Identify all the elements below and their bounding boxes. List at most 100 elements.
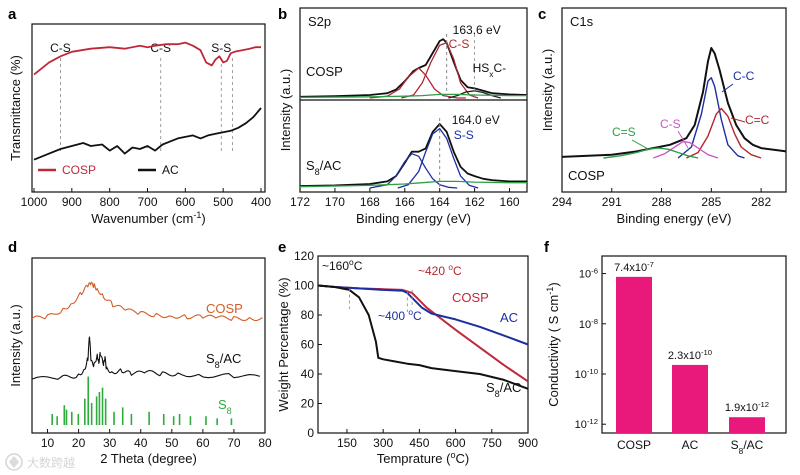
panel-c-sample-label: COSP <box>568 168 605 183</box>
panel-a-xaxis-tick-label: 700 <box>137 195 157 209</box>
panel-c-annotation: C-C <box>733 69 755 83</box>
panel-e-xaxis-tick-label: 300 <box>373 436 393 450</box>
panel-a-xaxis-tick-label: 400 <box>251 195 271 209</box>
panel-b-peak-label: HSxC- <box>473 61 507 79</box>
panel-letter-c: c <box>538 6 546 23</box>
panel-c-series-C=C <box>686 107 762 159</box>
panel-d-series-COSP <box>31 281 263 322</box>
panel-d-series-S8/AC <box>31 336 260 380</box>
panel-e-annotation: ~160oC <box>322 257 363 273</box>
panel-letter-f: f <box>544 239 550 256</box>
panel-f-ylabel-part: -1 <box>545 287 555 295</box>
panel-f-ytick-label: 10-12 <box>575 417 598 432</box>
panel-d-xlabel: 2 Theta (degree) <box>100 451 197 466</box>
panel-f-ytick-label-part: -6 <box>591 266 598 275</box>
panel-c-subtitle: C1s <box>570 14 594 29</box>
panel-c-series-C=S <box>603 147 699 159</box>
panel-d-xaxis-tick-label: 80 <box>258 436 272 450</box>
panel-e-ytick-label: 100 <box>294 279 314 293</box>
panel-a-xaxis-tick-label: 500 <box>213 195 233 209</box>
panel-a-legend-label: COSP <box>62 163 96 177</box>
panel-e-annotation: ~420 oC <box>418 262 462 278</box>
panel-d-series-label-part: /AC <box>220 351 242 366</box>
panel-d-xaxis-tick-label: 60 <box>196 436 210 450</box>
panel-f-value-label: 7.4x10-7 <box>614 259 654 274</box>
panel-c-xaxis-tick-label: 294 <box>552 195 572 209</box>
panel-d-xaxis-tick-label: 50 <box>165 436 179 450</box>
panel-c-annotation: C=C <box>745 113 770 127</box>
panel-d-series-label: S8/AC <box>206 351 241 370</box>
panel-b-xaxis-tick-label: 168 <box>360 195 380 209</box>
panel-c-ylabel: Intensity (a.u.) <box>540 49 555 131</box>
panel-f-category-label-part: S <box>731 438 739 452</box>
panel-f-ytick-label: 10-6 <box>579 266 598 281</box>
panel-e-annotation-part: ~400 <box>378 309 408 323</box>
panel-e-xaxis-tick-label: 750 <box>482 436 502 450</box>
panel-a-annotation: S-S <box>211 41 231 55</box>
panel-a-xlabel-part: -1 <box>193 210 201 220</box>
panel-b-xaxis-tick-label: 166 <box>395 195 415 209</box>
panel-c-series-C-S <box>653 140 719 159</box>
panel-f-ytick-label-part: 10 <box>579 319 591 331</box>
panel-b-xaxis-tick-label: 164 <box>430 195 450 209</box>
panel-b-0-series-baseline <box>299 93 527 99</box>
panel-b-peak-label: 163.6 eV <box>453 23 501 37</box>
panel-e-series-label-part: /AC <box>500 380 522 395</box>
panel-a-series-COSP <box>33 41 261 76</box>
panel-e-annotation-part: o <box>408 307 413 317</box>
panel-f-value-label: 2.3x10-10 <box>668 347 712 362</box>
panel-e-ytick-label: 60 <box>301 338 315 352</box>
panel-d-series-label: COSP <box>206 301 243 316</box>
panel-d-xaxis-tick-label: 40 <box>134 436 148 450</box>
panel-f-category-label: COSP <box>617 438 651 452</box>
panel-a-series-AC <box>33 107 262 161</box>
panel-a-annotation: C-S <box>50 41 71 55</box>
panel-b-sample-label-part: /AC <box>320 158 342 173</box>
panel-f-value-label-part: 7.4x10 <box>614 262 647 274</box>
panel-e-series-label-part: S <box>486 380 495 395</box>
panel-e-ytick-label: 0 <box>307 426 314 440</box>
panel-e-annotation-part: ~420 <box>418 264 448 278</box>
panel-f-category-label: S8/AC <box>731 438 764 456</box>
panel-e-annotation-part: C <box>413 309 422 323</box>
panel-e-series-AC <box>317 284 529 346</box>
panel-e-series-label: AC <box>500 310 518 325</box>
panel-c-xaxis-tick-label: 288 <box>652 195 672 209</box>
panel-c-pointer <box>631 139 651 151</box>
panel-e-series-label-part: 8 <box>495 389 500 399</box>
panel-e-xlabel-part: o <box>450 450 455 460</box>
panel-c-pointer <box>721 83 734 93</box>
panel-f-bar <box>616 276 652 433</box>
panel-b-xlabel: Binding energy (eV) <box>356 211 471 226</box>
panel-b-xaxis-tick-label: 162 <box>465 195 485 209</box>
panel-e-annotation-part: C <box>354 259 363 273</box>
panel-f-value-label-part: 2.3x10 <box>668 350 701 362</box>
panel-e-frame <box>317 255 529 434</box>
panel-e-ylabel: Weight Percentage (%) <box>276 277 291 411</box>
panel-e-ytick-label: 20 <box>301 397 315 411</box>
panel-e-xlabel-part: Temprature ( <box>377 451 451 466</box>
panel-d-xaxis-tick-label: 10 <box>41 436 55 450</box>
panel-b-xaxis-tick-label: 172 <box>290 195 310 209</box>
panel-d-ylabel: Intensity (a.u.) <box>8 304 23 386</box>
panel-e-annotation-part: C <box>453 264 462 278</box>
panel-a-xlabel-part: Wavenumber (cm <box>91 211 193 226</box>
panel-b-0-series-S2p3/2 <box>401 42 479 99</box>
panel-c-xaxis-tick-label: 285 <box>701 195 721 209</box>
panel-f-ytick-label-part: 10 <box>575 369 587 381</box>
panel-c-series-C-C <box>677 76 745 159</box>
panel-c-xaxis-tick-label: 291 <box>602 195 622 209</box>
panel-f-ytick-label-part: 10 <box>579 269 591 281</box>
panel-a-xlabel: Wavenumber (cm-1) <box>91 210 206 226</box>
panel-b-peak-label: S-S <box>454 128 474 142</box>
panel-b-sample-label: COSP <box>306 64 343 79</box>
panel-b-peak-label-part: x <box>489 69 494 79</box>
panel-a-legend-label: AC <box>162 163 179 177</box>
panel-a-xlabel-part: ) <box>201 211 205 226</box>
panel-e-annotation-part: o <box>448 262 453 272</box>
panel-b-xaxis-tick-label: 160 <box>500 195 520 209</box>
panel-b-0-series-envelope <box>299 38 528 98</box>
panel-a-xaxis-tick-label: 800 <box>100 195 120 209</box>
